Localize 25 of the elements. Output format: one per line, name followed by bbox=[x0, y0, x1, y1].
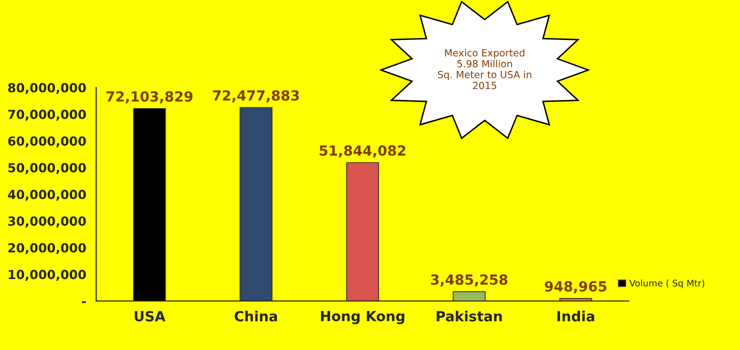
bar bbox=[133, 108, 166, 301]
y-tick-label: 10,000,000 bbox=[8, 270, 86, 281]
y-tick-label: 30,000,000 bbox=[8, 216, 86, 228]
x-tick-label: USA bbox=[134, 310, 166, 322]
x-tick-label: China bbox=[234, 310, 277, 322]
x-tick-label: Pakistan bbox=[436, 310, 502, 322]
y-tick-label: 50,000,000 bbox=[8, 163, 86, 174]
y-tick-label: 80,000,000 bbox=[8, 82, 86, 94]
legend-label: Volume ( Sq Mtr) bbox=[629, 280, 704, 288]
bar bbox=[452, 291, 486, 301]
y-tick-label: 70,000,000 bbox=[8, 110, 86, 121]
y-tick-label: 60,000,000 bbox=[8, 136, 86, 148]
data-label: 3,485,258 bbox=[430, 274, 508, 287]
bar bbox=[240, 107, 272, 301]
data-label: 72,477,883 bbox=[213, 90, 299, 102]
data-label: 72,103,829 bbox=[106, 91, 193, 104]
annotation: Mexico Exported 5.98 Million Sq. Meter to USA in 2015 bbox=[438, 48, 532, 90]
y-tick-label: 20,000,000 bbox=[8, 243, 86, 254]
bar bbox=[346, 162, 380, 301]
y-tick-label: - bbox=[82, 301, 86, 304]
x-tick-label: Hong Kong bbox=[321, 311, 404, 324]
x-tick-label: India bbox=[557, 310, 594, 322]
y-tick-label: 40,000,000 bbox=[8, 190, 86, 201]
data-label: 51,844,082 bbox=[320, 145, 406, 158]
data-label: 948,965 bbox=[544, 281, 606, 294]
